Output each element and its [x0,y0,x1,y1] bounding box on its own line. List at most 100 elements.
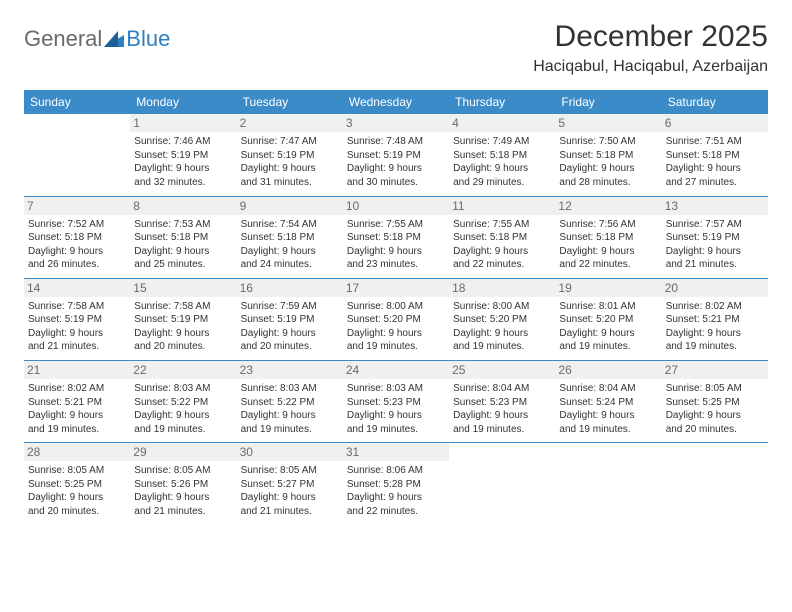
month-title: December 2025 [533,20,768,54]
weekday-header: Wednesday [343,90,449,114]
day-info: Sunrise: 7:55 AMSunset: 5:18 PMDaylight:… [453,218,551,272]
calendar-day-cell: 23Sunrise: 8:03 AMSunset: 5:22 PMDayligh… [237,360,343,442]
day-info-line: and 19 minutes. [28,423,126,437]
day-info-line: Daylight: 9 hours [28,245,126,259]
day-info-line: Daylight: 9 hours [28,491,126,505]
day-info-line: Daylight: 9 hours [347,162,445,176]
day-info-line: and 25 minutes. [134,258,232,272]
day-info-line: Daylight: 9 hours [134,327,232,341]
day-info-line: Daylight: 9 hours [241,409,339,423]
day-number: 3 [343,114,449,132]
day-info-line: Daylight: 9 hours [347,491,445,505]
day-number: 6 [662,114,768,132]
day-info-line: Sunrise: 7:55 AM [453,218,551,232]
day-info-line: Sunset: 5:23 PM [453,396,551,410]
day-number: 30 [237,443,343,461]
day-info-line: Sunrise: 8:03 AM [134,382,232,396]
day-info: Sunrise: 7:51 AMSunset: 5:18 PMDaylight:… [666,135,764,189]
day-info: Sunrise: 7:58 AMSunset: 5:19 PMDaylight:… [28,300,126,354]
calendar-week-row: 1Sunrise: 7:46 AMSunset: 5:19 PMDaylight… [24,114,768,196]
day-info-line: Sunset: 5:26 PM [134,478,232,492]
calendar-day-cell: 29Sunrise: 8:05 AMSunset: 5:26 PMDayligh… [130,443,236,525]
calendar-day-cell: 2 Sunrise: 7:47 AMSunset: 5:19 PMDaylight… [237,114,343,196]
day-info-line: and 23 minutes. [347,258,445,272]
day-info-line: and 32 minutes. [134,176,232,190]
day-info-line: Sunrise: 8:04 AM [559,382,657,396]
day-info-line: Sunrise: 7:53 AM [134,218,232,232]
day-info-line: Sunset: 5:18 PM [347,231,445,245]
day-info-line: Sunrise: 7:50 AM [559,135,657,149]
day-info: Sunrise: 8:05 AMSunset: 5:25 PMDaylight:… [28,464,126,518]
day-number: 13 [662,197,768,215]
location-text: Haciqabul, Haciqabul, Azerbaijan [533,58,768,76]
day-number: 2 [237,114,343,132]
day-info-line: Sunrise: 8:01 AM [559,300,657,314]
day-info-line: Sunrise: 7:54 AM [241,218,339,232]
day-info: Sunrise: 7:47 AMSunset: 5:19 PMDaylight:… [241,135,339,189]
day-info-line: Sunset: 5:19 PM [666,231,764,245]
calendar-day-cell: 26Sunrise: 8:04 AMSunset: 5:24 PMDayligh… [555,360,661,442]
calendar-day-cell: 16Sunrise: 7:59 AMSunset: 5:19 PMDayligh… [237,278,343,360]
day-info-line: and 19 minutes. [134,423,232,437]
day-number: 14 [24,279,130,297]
day-info-line: and 20 minutes. [241,340,339,354]
weekday-header: Sunday [24,90,130,114]
day-info-line: Daylight: 9 hours [347,245,445,259]
day-info-line: and 19 minutes. [559,340,657,354]
day-info-line: and 21 minutes. [241,505,339,519]
day-info-line: Daylight: 9 hours [241,245,339,259]
day-info-line: Sunrise: 7:48 AM [347,135,445,149]
day-number: 28 [24,443,130,461]
calendar-day-cell: 7Sunrise: 7:52 AMSunset: 5:18 PMDaylight… [24,196,130,278]
day-number: 1 [130,114,236,132]
day-info: Sunrise: 8:00 AMSunset: 5:20 PMDaylight:… [453,300,551,354]
calendar-day-cell: 9Sunrise: 7:54 AMSunset: 5:18 PMDaylight… [237,196,343,278]
day-info-line: Sunset: 5:18 PM [559,231,657,245]
day-info-line: Sunset: 5:27 PM [241,478,339,492]
day-info-line: Sunrise: 8:05 AM [28,464,126,478]
calendar-day-cell: 21Sunrise: 8:02 AMSunset: 5:21 PMDayligh… [24,360,130,442]
weekday-header: Friday [555,90,661,114]
day-info-line: and 20 minutes. [28,505,126,519]
day-info-line: Sunset: 5:18 PM [453,149,551,163]
day-info-line: and 22 minutes. [559,258,657,272]
day-info-line: Daylight: 9 hours [453,409,551,423]
calendar-day-cell: 18Sunrise: 8:00 AMSunset: 5:20 PMDayligh… [449,278,555,360]
day-info: Sunrise: 7:57 AMSunset: 5:19 PMDaylight:… [666,218,764,272]
day-info: Sunrise: 8:03 AMSunset: 5:22 PMDaylight:… [241,382,339,436]
day-info-line: and 31 minutes. [241,176,339,190]
calendar-day-cell: 10Sunrise: 7:55 AMSunset: 5:18 PMDayligh… [343,196,449,278]
day-info-line: Daylight: 9 hours [134,245,232,259]
day-info-line: Sunset: 5:25 PM [666,396,764,410]
day-info: Sunrise: 7:53 AMSunset: 5:18 PMDaylight:… [134,218,232,272]
day-info-line: Sunset: 5:18 PM [453,231,551,245]
calendar-day-cell: 12Sunrise: 7:56 AMSunset: 5:18 PMDayligh… [555,196,661,278]
day-info-line: Daylight: 9 hours [666,162,764,176]
day-info-line: Sunset: 5:19 PM [241,313,339,327]
day-info-line: and 19 minutes. [453,423,551,437]
day-info-line: Daylight: 9 hours [134,409,232,423]
calendar-week-row: 28 Sunrise: 8:05 AMSunset: 5:25 PMDayligh… [24,443,768,525]
calendar-day-cell: 30Sunrise: 8:05 AMSunset: 5:27 PMDayligh… [237,443,343,525]
day-info: Sunrise: 7:59 AMSunset: 5:19 PMDaylight:… [241,300,339,354]
day-number: 8 [130,197,236,215]
day-info-line: Sunset: 5:18 PM [559,149,657,163]
calendar-day-cell [662,443,768,525]
day-info: Sunrise: 8:04 AMSunset: 5:23 PMDaylight:… [453,382,551,436]
day-info-line: Sunset: 5:19 PM [241,149,339,163]
day-number: 25 [449,361,555,379]
day-info: Sunrise: 8:01 AMSunset: 5:20 PMDaylight:… [559,300,657,354]
calendar-week-row: 7Sunrise: 7:52 AMSunset: 5:18 PMDaylight… [24,196,768,278]
day-info-line: Daylight: 9 hours [666,245,764,259]
calendar-day-cell: 8 Sunrise: 7:53 AMSunset: 5:18 PMDaylight… [130,196,236,278]
day-info-line: and 19 minutes. [666,340,764,354]
day-info-line: and 19 minutes. [241,423,339,437]
day-info-line: Sunset: 5:20 PM [347,313,445,327]
day-info-line: and 19 minutes. [347,340,445,354]
weekday-header: Thursday [449,90,555,114]
day-info: Sunrise: 8:05 AMSunset: 5:26 PMDaylight:… [134,464,232,518]
day-info-line: Daylight: 9 hours [134,491,232,505]
day-info: Sunrise: 8:03 AMSunset: 5:22 PMDaylight:… [134,382,232,436]
weekday-header: Monday [130,90,236,114]
day-info-line: Sunrise: 8:03 AM [347,382,445,396]
